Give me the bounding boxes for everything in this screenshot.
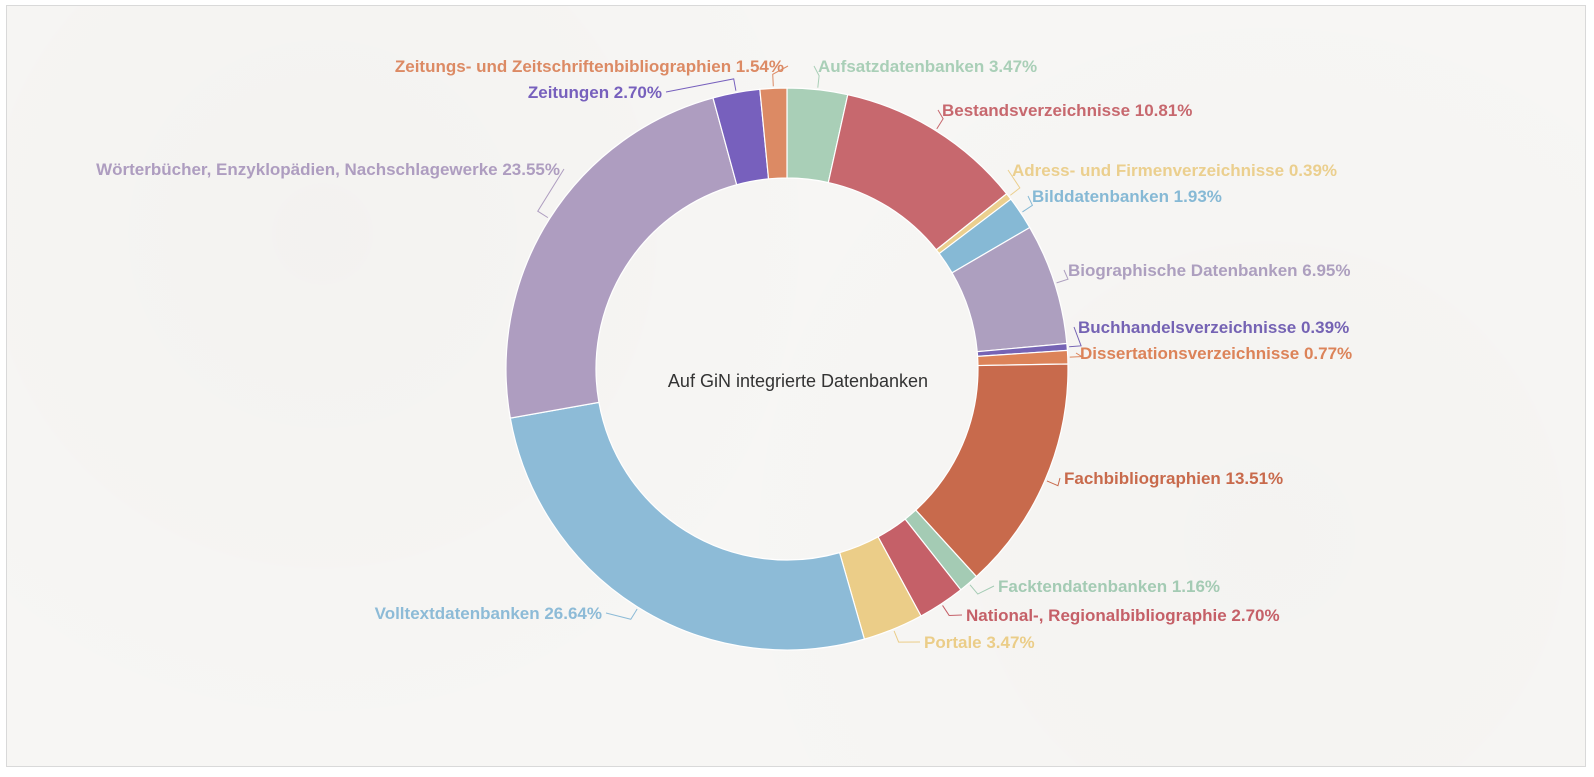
leader-line-13 (537, 168, 565, 219)
leader-line-12 (605, 608, 638, 620)
slice-label-8: Fachbibliographien 13.51% (1064, 469, 1283, 488)
chart-title: Auf GiN integrierte Datenbanken (668, 371, 928, 391)
slice-label-4: Bilddatenbanken 1.93% (1032, 187, 1222, 206)
leader-line-5 (1056, 269, 1069, 284)
slice-label-6: Buchhandelsverzeichnisse 0.39% (1078, 318, 1349, 337)
leader-line-9 (969, 584, 995, 595)
slice-label-9: Facktendatenbanken 1.16% (998, 577, 1220, 596)
slice-15[interactable] (759, 87, 788, 180)
leader-line-6 (1069, 326, 1082, 348)
leader-line-3 (1007, 169, 1021, 196)
slice-label-15: Zeitungs- und Zeitschriftenbibliographie… (395, 57, 784, 76)
leader-line-4 (1022, 195, 1034, 213)
slice-13[interactable] (505, 97, 738, 419)
leader-line-10 (942, 605, 963, 616)
slice-label-5: Biographische Datenbanken 6.95% (1068, 261, 1350, 280)
slice-label-12: Volltextdatenbanken 26.64% (375, 604, 602, 623)
slice-label-14: Zeitungen 2.70% (528, 83, 662, 102)
slice-label-7: Dissertationsverzeichnisse 0.77% (1080, 344, 1352, 363)
slice-label-2: Bestandsverzeichnisse 10.81% (942, 101, 1192, 120)
leader-line-2 (936, 109, 944, 130)
leader-lines (537, 65, 1084, 643)
slice-12[interactable] (509, 401, 866, 651)
slice-label-13: Wörterbücher, Enzyklopädien, Nachschlage… (96, 160, 560, 179)
slice-label-3: Adress- und Firmenverzeichnisse 0.39% (1012, 161, 1337, 180)
leader-line-14 (665, 78, 737, 93)
slice-label-11: Portale 3.47% (924, 633, 1035, 652)
leader-line-1 (813, 65, 820, 88)
leader-line-7 (1069, 352, 1084, 358)
leader-line-15 (772, 65, 789, 87)
slice-labels: Aufsatzdatenbanken 3.47% Bestandsverzeich… (96, 57, 1352, 652)
donut-slices (505, 87, 1069, 651)
leader-line-8 (1046, 477, 1061, 487)
slice-label-1: Aufsatzdatenbanken 3.47% (818, 57, 1037, 76)
leader-line-11 (893, 630, 921, 643)
slice-label-10: National-, Regionalbibliographie 2.70% (966, 606, 1280, 625)
